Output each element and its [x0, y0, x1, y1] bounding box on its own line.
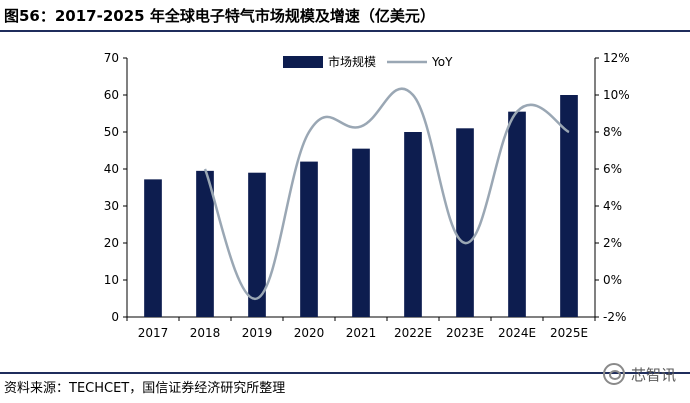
bar	[300, 161, 318, 317]
left-axis-tick-label: 10	[104, 273, 119, 287]
right-axis-tick-label: 10%	[603, 88, 630, 102]
watermark: 芯智讯	[602, 363, 676, 385]
right-axis-tick-label: 2%	[603, 236, 622, 250]
bottom-rule	[0, 372, 690, 374]
source-note: 资料来源：TECHCET，国信证券经济研究所整理	[4, 381, 286, 396]
left-axis-tick-label: 70	[104, 51, 119, 65]
watermark-text: 芯智讯	[630, 365, 676, 384]
x-axis-tick-label: 2020	[294, 326, 325, 340]
bar	[144, 179, 162, 317]
x-axis-tick-label: 2018	[190, 326, 221, 340]
yoy-line	[203, 87, 570, 300]
bar	[352, 148, 370, 317]
right-axis-tick-label: 0%	[603, 273, 622, 287]
x-axis-tick-label: 2017	[138, 326, 169, 340]
bar	[196, 170, 214, 317]
legend-swatch-bar	[283, 56, 323, 68]
chart-title-text: 图56：2017-2025 年全球电子特气市场规模及增速（亿美元）	[4, 6, 435, 25]
left-axis-tick-label: 60	[104, 88, 119, 102]
x-axis-tick-label: 2025E	[550, 326, 588, 340]
x-axis-tick-label: 2023E	[446, 326, 484, 340]
right-axis-tick-label: -2%	[603, 310, 626, 324]
x-axis-tick-label: 2021	[346, 326, 377, 340]
right-axis-tick-label: 12%	[603, 51, 630, 65]
bar	[248, 172, 266, 317]
wechat-icon	[602, 363, 625, 385]
left-axis-tick-label: 30	[104, 199, 119, 213]
bar	[508, 111, 526, 318]
x-axis-tick-label: 2022E	[394, 326, 432, 340]
left-axis-tick-label: 40	[104, 162, 119, 176]
top-rule	[0, 30, 690, 32]
right-axis-tick-label: 8%	[603, 125, 622, 139]
right-axis-tick-label: 4%	[603, 199, 622, 213]
x-axis-tick-label: 2019	[242, 326, 273, 340]
bar	[456, 128, 474, 317]
left-axis-tick-label: 0	[111, 310, 119, 324]
bar	[404, 132, 422, 317]
x-axis-tick-label: 2024E	[498, 326, 536, 340]
right-axis-tick-label: 6%	[603, 162, 622, 176]
left-axis-tick-label: 20	[104, 236, 119, 250]
legend-label-line: YoY	[431, 55, 453, 69]
left-axis-tick-label: 50	[104, 125, 119, 139]
chart-title: 图56：2017-2025 年全球电子特气市场规模及增速（亿美元）	[4, 2, 435, 28]
legend-label-bar: 市场规模	[328, 54, 376, 69]
bar	[560, 95, 578, 317]
